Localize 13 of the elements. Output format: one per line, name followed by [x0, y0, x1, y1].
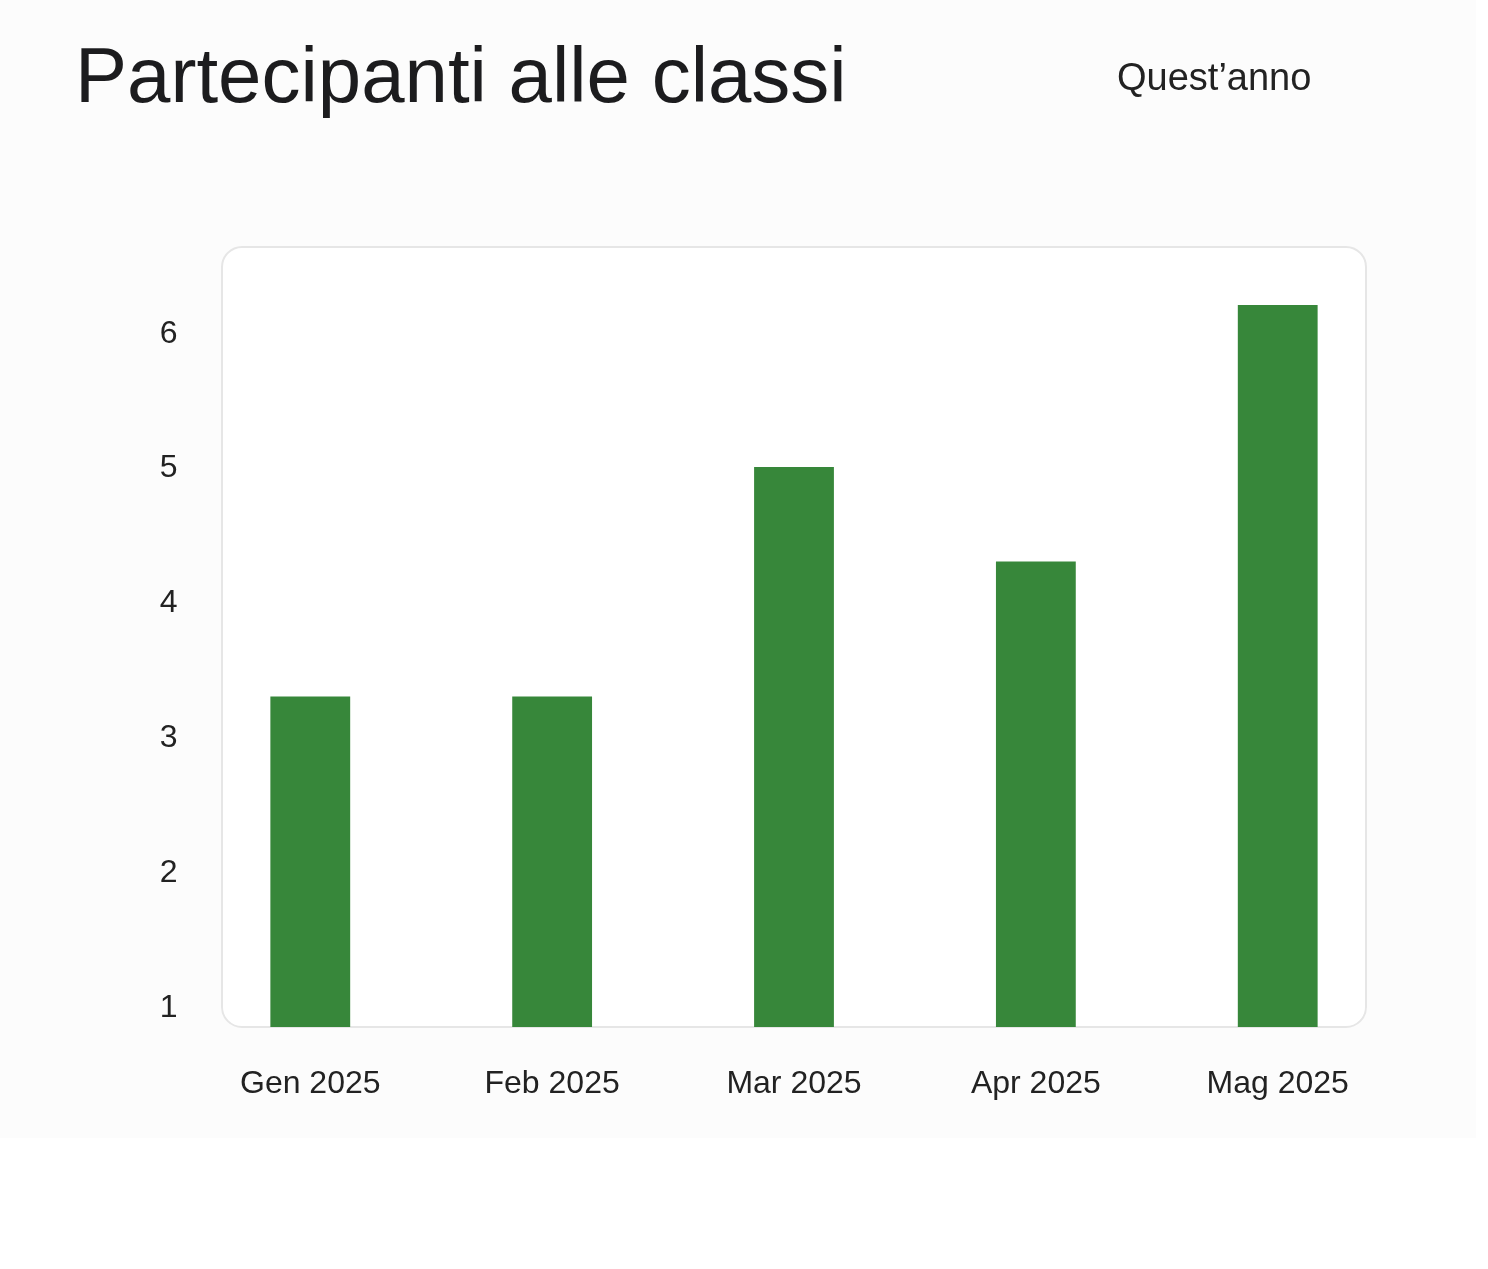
text: Quest’anno [1117, 56, 1312, 98]
y-tick-label: 4 [159, 583, 178, 620]
y-tick-label: 3 [159, 718, 178, 755]
y-tick-label: 2 [159, 853, 178, 890]
y-tick-label: 1 [159, 988, 178, 1025]
x-tick-label: Feb 2025 [484, 1063, 620, 1100]
x-tick-label: Mar 2025 [726, 1063, 862, 1100]
y-tick-label: 5 [159, 448, 178, 485]
x-tick-label: Mag 2025 [1206, 1063, 1349, 1100]
chart-title: Partecipanti alle classi [75, 31, 847, 119]
x-tick-label: Apr 2025 [970, 1063, 1101, 1100]
x-tick-label: Gen 2025 [240, 1063, 381, 1100]
y-tick-label: 6 [159, 313, 178, 350]
